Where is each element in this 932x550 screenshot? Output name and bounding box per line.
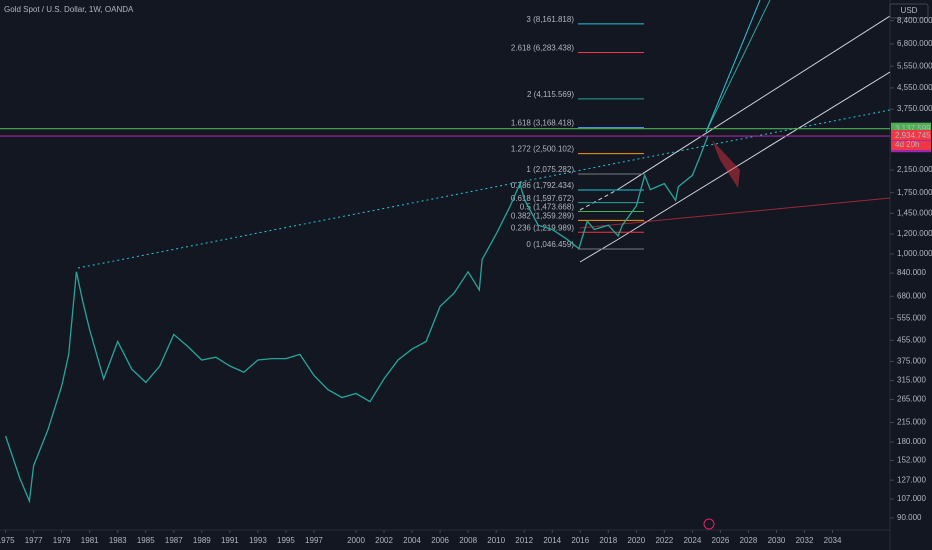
- y-tick-label: 265.000: [897, 395, 926, 404]
- y-tick-label: 680.000: [897, 291, 926, 300]
- x-tick-label: 1989: [193, 536, 211, 545]
- countdown-badge: [891, 140, 931, 150]
- x-tick-label: 2000: [347, 536, 365, 545]
- fib-label: 0.618 (1,597.672): [511, 194, 574, 203]
- y-tick-label: 6,800.000: [897, 39, 932, 48]
- x-tick-label: 1983: [109, 536, 127, 545]
- y-tick-label: 215.000: [897, 418, 926, 427]
- x-tick-label: 1977: [25, 536, 43, 545]
- fib-label: 1.618 (3,168.418): [511, 119, 574, 128]
- y-tick-label: 3,750.000: [897, 104, 932, 113]
- y-tick-label: 1,000.000: [897, 249, 932, 258]
- x-tick-label: 2032: [796, 536, 814, 545]
- y-tick-label: 315.000: [897, 376, 926, 385]
- x-tick-label: 2020: [627, 536, 645, 545]
- channel-line: [616, 15, 891, 191]
- y-tick-label: 1,750.000: [897, 188, 932, 197]
- x-tick-label: 2016: [571, 536, 589, 545]
- channel-line: [616, 71, 891, 241]
- price-label: 3,137.599: [895, 124, 931, 133]
- x-tick-label: 2018: [599, 536, 617, 545]
- y-tick-label: 2,150.000: [897, 165, 932, 174]
- support-line: [579, 197, 891, 229]
- x-tick-label: 1975: [0, 536, 15, 545]
- x-tick-label: 2022: [655, 536, 673, 545]
- channel-line: [579, 189, 618, 211]
- x-tick-label: 2010: [487, 536, 505, 545]
- x-tick-label: 2008: [459, 536, 477, 545]
- x-tick-label: 2028: [740, 536, 758, 545]
- price-badge: [891, 129, 931, 142]
- y-tick-label: 1,200.000: [897, 229, 932, 238]
- y-tick-label: 455.000: [897, 335, 926, 344]
- drawings: [77, 0, 929, 530]
- event-icon: [703, 518, 715, 530]
- fib-label: 2.618 (6,283.438): [511, 44, 574, 53]
- fib-label: 0 (1,046.459): [526, 240, 574, 249]
- y-tick-label: 180.000: [897, 437, 926, 446]
- fib-label: 3 (8,161.818): [526, 15, 574, 24]
- x-tick-label: 2004: [403, 536, 421, 545]
- fib-label: 1 (2,075.282): [526, 165, 574, 174]
- x-tick-label: 2012: [515, 536, 533, 545]
- x-tick-label: 1993: [249, 536, 267, 545]
- x-tick-label: 2030: [768, 536, 786, 545]
- fan-line: [705, 0, 771, 133]
- fib-label: 0.382 (1,359.289): [511, 211, 574, 220]
- y-tick-label: 8,400.000: [897, 16, 932, 25]
- fib-label: 2 (4,115.569): [527, 90, 574, 99]
- y-tick-label: 375.000: [897, 357, 926, 366]
- projection-arrow: [712, 140, 740, 188]
- y-tick-label: 127.000: [897, 475, 926, 484]
- countdown: 4d 20h: [895, 140, 919, 149]
- x-tick-label: 1997: [305, 536, 323, 545]
- x-tick-label: 2024: [683, 536, 701, 545]
- y-tick-label: 90.000: [897, 513, 922, 522]
- y-tick-label: 840.000: [897, 268, 926, 277]
- chart-title: Gold Spot / U.S. Dollar, 1W, OANDA: [4, 5, 134, 14]
- y-tick-label: 555.000: [897, 314, 926, 323]
- x-tick-label: 2006: [431, 536, 449, 545]
- x-tick-label: 1985: [137, 536, 155, 545]
- fan-line: [705, 0, 761, 133]
- price-label: 2,934.745: [895, 131, 931, 140]
- x-tick-label: 1987: [165, 536, 183, 545]
- x-tick-label: 1995: [277, 536, 295, 545]
- x-tick-label: 1979: [53, 536, 71, 545]
- fib-label: 0.5 (1,473.668): [520, 203, 575, 212]
- y-tick-label: 5,550.000: [897, 61, 932, 70]
- fib-label: 1.272 (2,500.102): [511, 145, 574, 154]
- x-tick-label: 1981: [81, 536, 99, 545]
- x-tick-label: 2026: [712, 536, 730, 545]
- currency-button[interactable]: [889, 3, 929, 19]
- currency-label: USD: [901, 6, 918, 15]
- x-tick-label: 2014: [543, 536, 561, 545]
- y-tick-label: 1,450.000: [897, 208, 932, 217]
- fib-label: 0.236 (1,219.989): [511, 223, 574, 232]
- fib-label: 0.786 (1,792.434): [511, 181, 574, 190]
- y-tick-label: 107.000: [897, 494, 926, 503]
- x-tick-label: 2034: [824, 536, 842, 545]
- x-tick-label: 2002: [375, 536, 393, 545]
- price-line-series: [4, 135, 709, 504]
- x-tick-label: 1991: [221, 536, 239, 545]
- y-tick-label: 152.000: [897, 456, 926, 465]
- channel-line: [579, 239, 618, 263]
- y-tick-label: 4,550.000: [897, 83, 932, 92]
